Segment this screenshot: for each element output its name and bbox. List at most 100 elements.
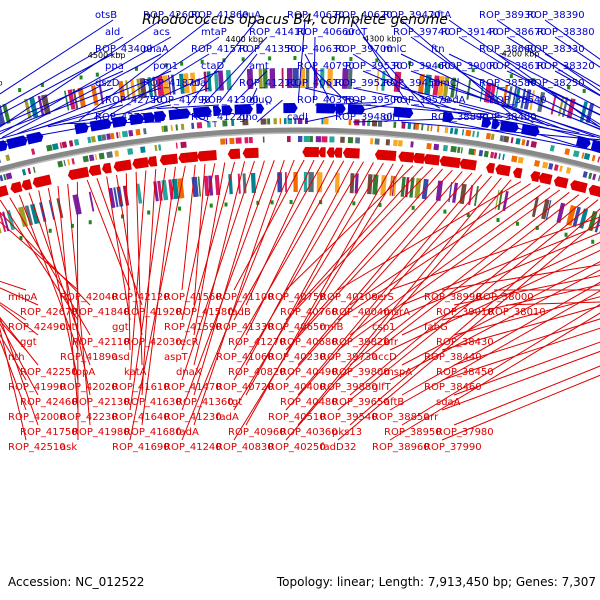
inner-forward-band bbox=[401, 122, 406, 129]
gene-label: ROP_38460 bbox=[424, 382, 482, 393]
reverse-category-band bbox=[367, 174, 373, 195]
gene-label: ROP_38660 bbox=[479, 44, 537, 55]
gene-leader-line bbox=[116, 174, 143, 336]
reverse-category-band bbox=[122, 185, 130, 206]
forward-category-band bbox=[327, 68, 333, 89]
outer-green-marker bbox=[95, 72, 99, 77]
inner-reverse-band bbox=[533, 160, 541, 167]
gene-leader-line bbox=[401, 281, 600, 396]
gene-label: aglA bbox=[143, 112, 165, 123]
inner-green-marker bbox=[88, 220, 92, 225]
inner-reverse-band bbox=[0, 174, 4, 182]
outer-green-marker bbox=[471, 68, 475, 73]
forward-category-band bbox=[300, 68, 306, 89]
reverse-category-band bbox=[316, 172, 323, 193]
inner-reverse-band bbox=[71, 158, 75, 165]
gene-leader-line bbox=[57, 185, 79, 411]
gene-label: ROP_42250 bbox=[20, 367, 78, 378]
forward-category-band bbox=[77, 87, 86, 108]
gene-label: ROP_39520 bbox=[335, 78, 393, 89]
gene-label: ROP_40040 bbox=[332, 307, 390, 318]
gene-label: ROP_41580 bbox=[176, 307, 234, 318]
scale-label: 4300 kbp bbox=[364, 35, 402, 44]
inner-green-marker bbox=[443, 209, 447, 214]
inner-reverse-band bbox=[426, 142, 432, 150]
gene-leader-line bbox=[245, 159, 315, 306]
forward-category-band bbox=[479, 81, 484, 102]
outer-green-marker bbox=[18, 88, 22, 93]
outer-green-marker bbox=[349, 57, 353, 62]
gene-label: ROP_41240 bbox=[164, 442, 222, 453]
gene-leader-line bbox=[496, 121, 600, 154]
inner-forward-band bbox=[521, 139, 526, 146]
reverse-category-band bbox=[354, 173, 359, 194]
inner-reverse-band bbox=[460, 147, 463, 154]
gene-leader-line bbox=[181, 160, 255, 381]
gene-label: ROP_40400 bbox=[268, 382, 326, 393]
genome-summary: Topology: linear; Length: 7,913,450 bp; … bbox=[276, 575, 596, 589]
inner-forward-band bbox=[214, 121, 216, 128]
outer-green-marker bbox=[437, 63, 441, 68]
outer-green-marker bbox=[268, 56, 272, 61]
gene-label: ROP_38960 bbox=[372, 442, 430, 453]
gene-leader-line bbox=[389, 249, 600, 351]
outer-green-marker bbox=[509, 74, 513, 79]
reverse-gene-arrow bbox=[513, 167, 523, 179]
gene-label: ROP_39470 bbox=[383, 10, 441, 21]
gene-label: amt bbox=[249, 61, 269, 72]
gene-leader-line bbox=[349, 191, 570, 366]
inner-forward-band bbox=[597, 156, 600, 163]
inner-forward-band bbox=[73, 139, 80, 146]
inner-green-marker bbox=[352, 201, 356, 206]
forward-gene-arrow bbox=[168, 108, 191, 121]
gene-label: ROP_40620 bbox=[335, 10, 393, 21]
gene-leader-line bbox=[96, 178, 143, 306]
forward-category-band bbox=[130, 79, 136, 100]
inner-reverse-band bbox=[67, 159, 71, 166]
inner-reverse-band bbox=[220, 138, 226, 145]
inner-forward-band bbox=[143, 128, 147, 135]
outer-green-marker bbox=[331, 56, 335, 61]
reverse-category-band bbox=[541, 199, 550, 220]
inner-reverse-band bbox=[5, 172, 13, 180]
gene-label: ROP_42670 bbox=[20, 307, 78, 318]
gene-label: ROP_40830 bbox=[216, 442, 274, 453]
outer-green-marker bbox=[582, 88, 586, 93]
gene-leader-line bbox=[67, 183, 91, 426]
gene-leader-line bbox=[496, 53, 600, 109]
inner-forward-band bbox=[426, 124, 430, 132]
gene-leader-line bbox=[285, 167, 434, 321]
gene-label: ROP_42000 bbox=[8, 412, 66, 423]
forward-gene-arrow bbox=[111, 116, 128, 128]
reverse-category-band bbox=[48, 200, 55, 220]
gene-leader-line bbox=[94, 36, 220, 119]
inner-reverse-band bbox=[490, 151, 495, 159]
gene-label: ROP_41360 bbox=[176, 397, 234, 408]
gene-label: ROP_42040 bbox=[60, 292, 118, 303]
gene-label: ROP_40790 bbox=[297, 61, 355, 72]
reverse-category-band bbox=[448, 182, 453, 203]
gene-leader-line bbox=[9, 197, 91, 336]
gene-leader-line bbox=[453, 296, 600, 336]
reverse-category-band bbox=[108, 187, 116, 209]
gene-label: ROP_42230 bbox=[60, 412, 118, 423]
inner-green-marker bbox=[564, 232, 568, 237]
gene-label: ROP_42750 bbox=[105, 95, 163, 106]
inner-forward-band bbox=[267, 118, 271, 125]
gene-leader-line bbox=[193, 159, 285, 426]
outer-green-marker bbox=[241, 57, 245, 62]
inner-reverse-band bbox=[235, 137, 242, 144]
outer-green-marker bbox=[293, 56, 297, 61]
gene-label: ROP_41470 bbox=[164, 382, 222, 393]
gene-leader-line bbox=[125, 70, 220, 114]
scale-label: 4600 kbp bbox=[0, 78, 3, 87]
forward-gene-arrow bbox=[89, 118, 112, 132]
reverse-category-band bbox=[391, 175, 395, 196]
gene-leader-line bbox=[245, 160, 335, 336]
gene-label: ROP_40820 bbox=[228, 367, 286, 378]
reverse-category-band bbox=[414, 178, 422, 199]
forward-gene-arrow bbox=[316, 103, 337, 114]
gene-leader-line bbox=[337, 181, 522, 291]
reverse-gene-arrow bbox=[10, 181, 23, 194]
